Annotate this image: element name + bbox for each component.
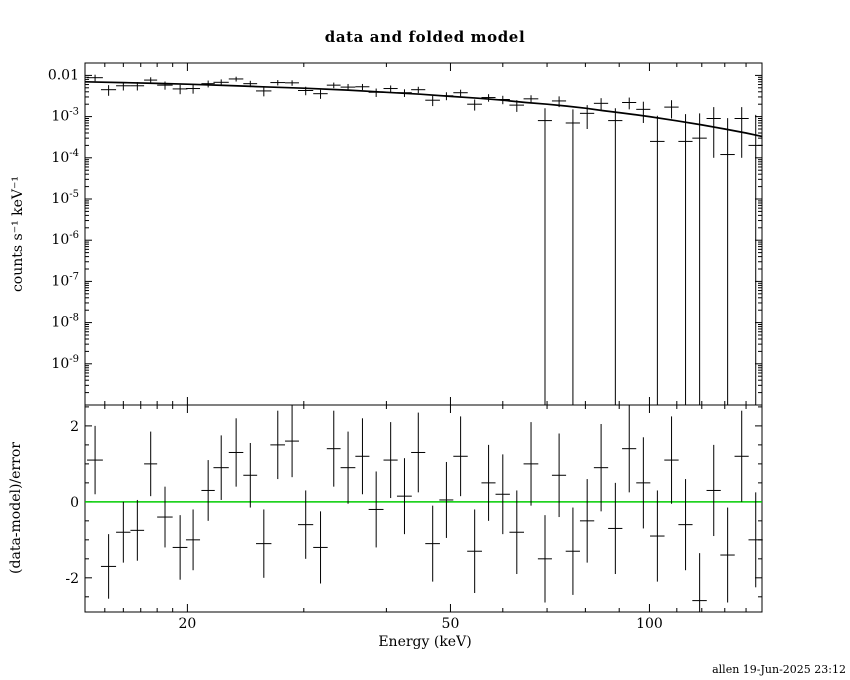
svg-text:20: 20	[178, 616, 196, 632]
svg-text:2: 2	[70, 419, 79, 435]
svg-text:100: 100	[636, 616, 663, 632]
svg-text:10-5: 10-5	[51, 189, 79, 207]
svg-text:10-6: 10-6	[51, 230, 79, 248]
svg-text:10-9: 10-9	[51, 354, 79, 372]
svg-text:0.01: 0.01	[48, 67, 79, 83]
chart-title: data and folded model	[324, 28, 526, 46]
svg-text:50: 50	[442, 616, 460, 632]
x-axis-label: Energy (keV)	[378, 634, 472, 650]
svg-text:10-3: 10-3	[51, 107, 79, 125]
svg-text:-2: -2	[65, 571, 79, 587]
timestamp-footer: allen 19-Jun-2025 23:12	[712, 663, 846, 676]
svg-text:10-8: 10-8	[51, 313, 79, 331]
svg-text:0: 0	[70, 495, 79, 511]
svg-text:10-7: 10-7	[51, 271, 79, 289]
svg-text:10-4: 10-4	[51, 148, 79, 166]
